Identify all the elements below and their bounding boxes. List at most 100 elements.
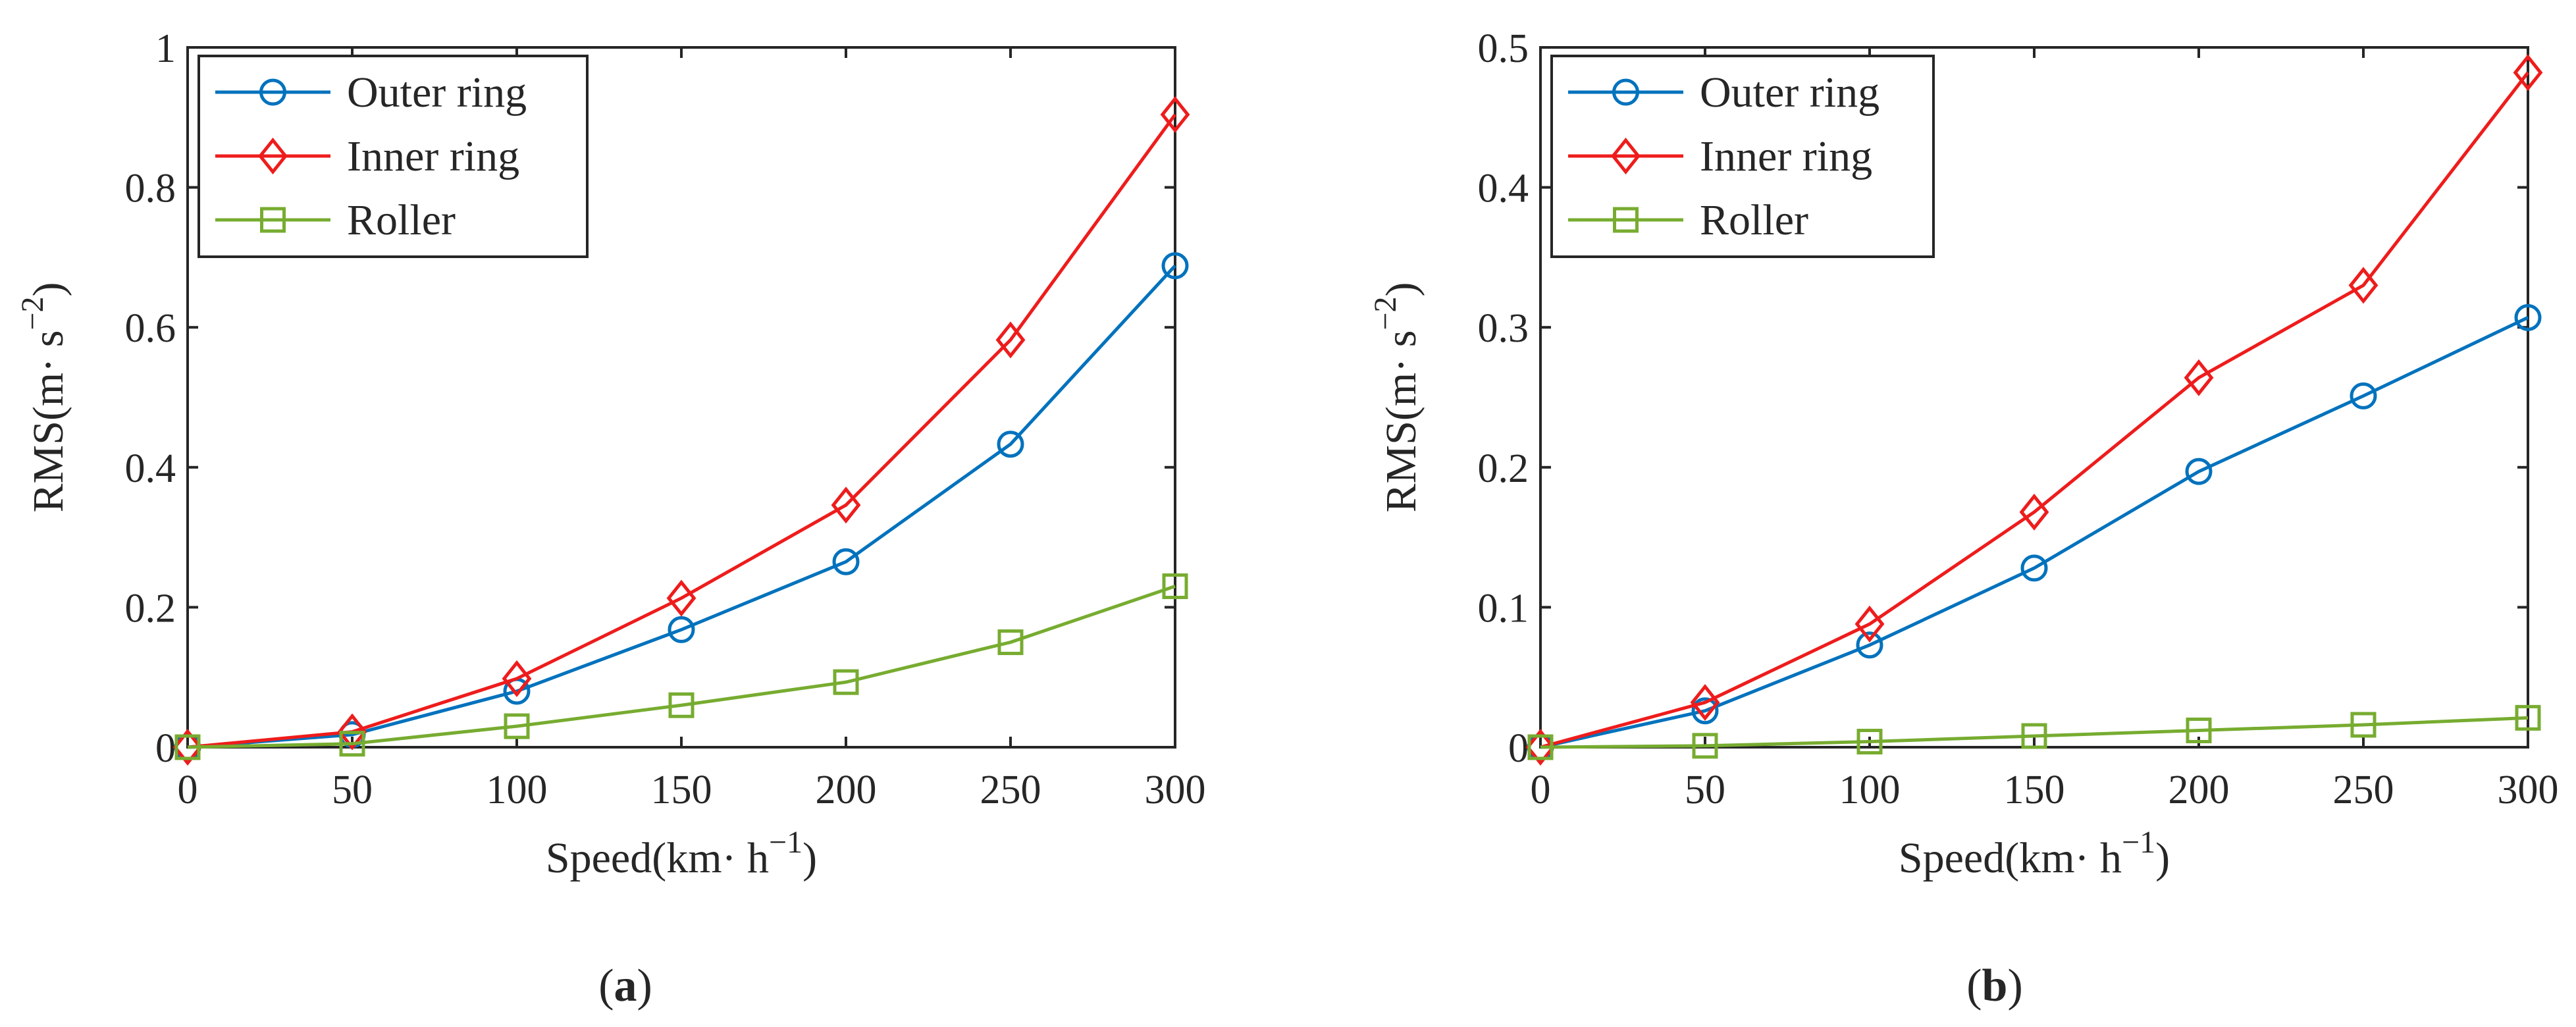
y-tick-label: 0.2 [1478,446,1529,491]
legend-marker-inner-ring [1611,137,1641,175]
data-point-outer-ring [2020,554,2048,582]
x-tick-label: 250 [2333,768,2394,812]
panel-label-b: (b) [1966,961,2023,1011]
legend-marker-outer-ring [1612,78,1639,106]
x-axis-label: Speed(km· h−1) [1899,825,2170,882]
data-point-roller [833,669,859,695]
data-point-inner-ring [666,579,697,617]
x-axis-label-exponent: −1 [769,825,802,860]
x-tick-label: 150 [651,768,712,812]
data-point-outer-ring [1691,697,1719,725]
legend-marker-inner-ring [258,137,288,175]
y-tick-label: 0.6 [125,306,176,351]
y-tick-label: 0 [1508,726,1529,771]
x-tick-label: 0 [1531,768,1551,812]
x-axis-label-exponent: −1 [2122,825,2155,860]
legend: Outer ring Inner ring Roller [1550,55,1935,258]
x-axis-label: Speed(km· h−1) [546,825,817,882]
y-tick-label: 0.5 [1478,26,1529,71]
x-tick-label: 50 [332,768,373,812]
y-axis-label-close: ) [1377,282,1425,297]
data-point-inner-ring [995,321,1026,359]
panel-label-open: ( [1966,961,1982,1011]
data-point-inner-ring [1854,605,1885,643]
legend: Outer ring Inner ring Roller [197,55,589,258]
data-point-roller [174,734,201,760]
data-point-roller [2515,704,2541,731]
data-point-inner-ring [1525,728,1556,766]
y-tick-label: 0.3 [1478,306,1529,351]
data-point-roller [997,629,1024,656]
y-axis-label-text: RMS(m· s [24,330,72,513]
data-point-roller [1692,733,1718,759]
data-point-outer-ring [997,431,1024,458]
x-tick-label: 50 [1685,768,1725,812]
data-point-inner-ring [1690,683,1720,721]
panel-label-letter: a [614,961,637,1011]
legend-label-inner-ring: Inner ring [347,132,519,180]
legend-label-outer-ring: Outer ring [1700,68,1879,117]
legend-label-roller: Roller [347,196,456,244]
series-line-outer-ring [1540,316,2529,749]
legend-marker-roller [260,207,286,233]
series-line-inner-ring [1540,71,2529,749]
x-tick-label: 150 [2004,768,2065,812]
legend-label-inner-ring: Inner ring [1700,132,1872,180]
data-point-outer-ring [1161,252,1189,280]
data-point-outer-ring [2185,458,2213,485]
legend-label-roller: Roller [1700,196,1808,244]
data-point-roller [1162,573,1188,600]
x-tick-label: 300 [2498,768,2559,812]
y-tick-label: 0.1 [1478,586,1529,631]
y-axis-label-close: ) [24,282,72,297]
data-point-inner-ring [2348,267,2379,304]
panel-label-close: ) [2007,961,2022,1011]
data-point-roller [1527,734,1554,760]
data-point-inner-ring [2513,54,2543,92]
y-tick-label: 1 [155,26,176,71]
y-axis-label: RMS(m· s−2) [15,282,72,513]
y-tick-label: 0.4 [1478,167,1529,211]
x-tick-label: 200 [816,768,877,812]
data-point-outer-ring [2350,382,2377,409]
x-axis-label-text: Speed(km· h [1899,834,2122,882]
data-point-inner-ring [337,713,367,750]
legend-label-outer-ring: Outer ring [347,68,527,117]
data-point-inner-ring [172,728,203,766]
legend-marker-outer-ring [259,78,286,106]
data-point-inner-ring [1160,96,1190,134]
data-point-roller [2350,712,2377,738]
y-tick-label: 0.4 [125,446,176,491]
series-line-roller [187,585,1176,749]
x-tick-label: 250 [980,768,1041,812]
x-tick-label: 300 [1145,768,1206,812]
data-point-roller [339,731,365,757]
chart-panel-b: 0 50 100 150 200 250 300 0 0.1 0.2 0.3 0.4 0.5 Speed(… [1368,26,2559,1011]
x-tick-label: 100 [486,768,548,812]
panel-label-close: ) [637,961,652,1011]
data-point-outer-ring [1856,631,1883,659]
data-point-outer-ring [2514,303,2542,331]
data-point-roller [1856,728,1883,754]
y-tick-label: 0.8 [125,167,176,211]
x-tick-label: 100 [1839,768,1901,812]
x-tick-label: 200 [2169,768,2230,812]
x-tick-label: 0 [178,768,198,812]
y-tick-label: 0 [155,726,176,771]
series-line-roller [1540,716,2529,749]
data-point-outer-ring [832,548,860,575]
x-axis-label-close: ) [2155,834,2170,882]
data-point-outer-ring [668,616,695,643]
data-point-inner-ring [2019,493,2049,531]
x-axis-label-text: Speed(km· h [546,834,769,882]
chart-panel-a: 0 50 100 150 200 250 300 0 0.2 0.4 0.6 0.8 1 Speed(km… [15,26,1206,1011]
y-axis-label-exponent: −2 [1368,297,1403,330]
series-line-outer-ring [187,264,1176,749]
data-point-roller [2021,723,2047,749]
panel-label-letter: b [1982,961,2008,1011]
data-point-inner-ring [831,487,861,524]
y-axis-label-exponent: −2 [15,297,50,330]
data-point-roller [668,692,695,718]
